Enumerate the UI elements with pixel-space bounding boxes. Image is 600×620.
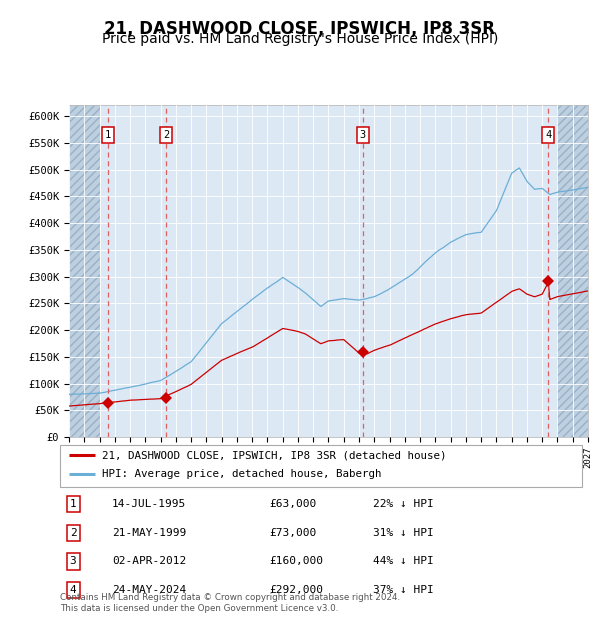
Text: 21-MAY-1999: 21-MAY-1999 [112, 528, 187, 538]
Text: Contains HM Land Registry data © Crown copyright and database right 2024.
This d: Contains HM Land Registry data © Crown c… [60, 593, 400, 613]
Text: 37% ↓ HPI: 37% ↓ HPI [373, 585, 434, 595]
Text: 3: 3 [360, 130, 366, 140]
Text: £292,000: £292,000 [269, 585, 323, 595]
Text: 4: 4 [545, 130, 551, 140]
Text: 31% ↓ HPI: 31% ↓ HPI [373, 528, 434, 538]
Text: 1: 1 [70, 499, 76, 509]
Text: 2: 2 [70, 528, 76, 538]
FancyBboxPatch shape [60, 445, 582, 487]
Text: 14-JUL-1995: 14-JUL-1995 [112, 499, 187, 509]
Text: 3: 3 [70, 557, 76, 567]
Text: 21, DASHWOOD CLOSE, IPSWICH, IP8 3SR: 21, DASHWOOD CLOSE, IPSWICH, IP8 3SR [104, 20, 496, 38]
Text: 21, DASHWOOD CLOSE, IPSWICH, IP8 3SR (detached house): 21, DASHWOOD CLOSE, IPSWICH, IP8 3SR (de… [102, 450, 446, 460]
Text: Price paid vs. HM Land Registry's House Price Index (HPI): Price paid vs. HM Land Registry's House … [102, 32, 498, 46]
Text: £160,000: £160,000 [269, 557, 323, 567]
Text: 2: 2 [163, 130, 170, 140]
Text: HPI: Average price, detached house, Babergh: HPI: Average price, detached house, Babe… [102, 469, 381, 479]
Text: 44% ↓ HPI: 44% ↓ HPI [373, 557, 434, 567]
Text: 24-MAY-2024: 24-MAY-2024 [112, 585, 187, 595]
Text: 4: 4 [70, 585, 76, 595]
Bar [557, 105, 588, 437]
Text: 1: 1 [104, 130, 111, 140]
Text: £73,000: £73,000 [269, 528, 316, 538]
Text: 22% ↓ HPI: 22% ↓ HPI [373, 499, 434, 509]
Bar [69, 105, 100, 437]
Text: 02-APR-2012: 02-APR-2012 [112, 557, 187, 567]
Text: £63,000: £63,000 [269, 499, 316, 509]
